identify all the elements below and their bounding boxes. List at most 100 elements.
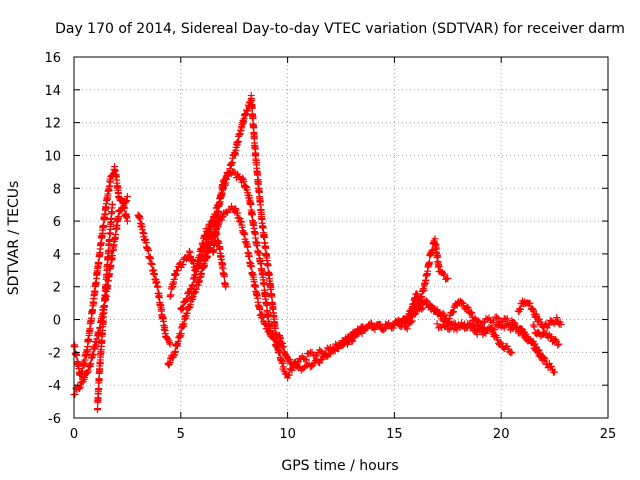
y-tick-label: 14 [44,84,61,99]
data-point [441,270,449,278]
data-point [557,320,565,328]
data-point [491,326,499,334]
data-point [468,323,476,331]
data-point [547,363,555,371]
data-point [280,343,288,351]
data-point [171,347,179,355]
y-tick-label: 10 [44,149,61,164]
x-tick-label: 15 [386,427,403,442]
data-point [425,258,433,266]
data-point [411,310,419,318]
data-point [433,320,441,328]
data-point [408,317,416,325]
data-point [536,349,544,357]
data-point [428,303,436,311]
data-point [403,325,411,333]
data-point [173,267,181,275]
data-point [148,260,156,268]
data-point [497,339,505,347]
data-point [245,252,253,260]
data-point [467,310,475,318]
data-point [382,320,390,328]
data-point [513,324,521,332]
data-point [413,290,421,298]
data-point [375,320,383,328]
data-point [418,305,426,313]
data-point [459,299,467,307]
data-point [458,298,466,306]
data-point [497,323,505,331]
data-point [458,319,466,327]
data-point [555,340,563,348]
data-point [542,330,550,338]
data-point [123,217,131,225]
data-point [220,272,228,280]
data-point [483,315,491,323]
data-point [186,286,194,294]
data-point [182,295,190,303]
data-point [476,326,484,334]
data-point [535,315,543,323]
data-point [287,359,295,367]
data-point [244,107,252,115]
x-tick-label: 20 [493,427,510,442]
chart-title: Day 170 of 2014, Sidereal Day-to-day VTE… [55,21,625,37]
data-point [183,295,191,303]
data-point [456,323,464,331]
data-point [166,340,174,348]
data-point [444,275,452,283]
data-point [115,212,123,220]
data-point [530,323,538,331]
data-point [118,205,126,213]
y-tick-label: -6 [48,412,61,427]
data-point [529,306,537,314]
data-point [450,319,458,327]
data-point [505,322,513,330]
data-point [100,222,108,230]
data-point [441,315,449,323]
data-point [508,348,516,356]
data-point [166,358,174,366]
series-track-18 [529,321,563,349]
data-point [493,313,501,321]
x-tick-label: 0 [70,427,78,442]
data-point [335,345,343,353]
data-point [540,354,548,362]
data-point [474,317,482,325]
data-point [279,359,287,367]
data-point [211,230,219,238]
data-point [179,304,187,312]
data-point [186,289,194,297]
data-point [123,197,131,205]
x-axis-title: GPS time / hours [281,458,398,474]
data-point [531,340,539,348]
data-point [482,315,490,323]
data-point [95,259,103,267]
data-point [71,390,79,398]
data-point [349,337,357,345]
series-track-4 [134,211,174,348]
data-point [496,338,504,346]
data-point [165,339,173,347]
data-point [285,371,293,379]
data-point [554,341,562,349]
data-point [222,283,230,291]
y-tick-label: 4 [53,248,61,263]
series-track-1 [70,163,131,379]
data-point [541,355,549,363]
series-track-17 [514,297,565,332]
data-point [464,304,472,312]
series-track-3 [93,200,116,414]
data-point [362,325,370,333]
data-point [71,343,79,351]
series-track-16 [433,319,559,376]
data-point [436,309,444,317]
data-point [535,346,543,354]
data-point [228,202,236,210]
data-point [419,304,427,312]
data-point [81,374,89,382]
data-point [463,303,471,311]
data-point [445,325,453,333]
data-point [144,246,152,254]
